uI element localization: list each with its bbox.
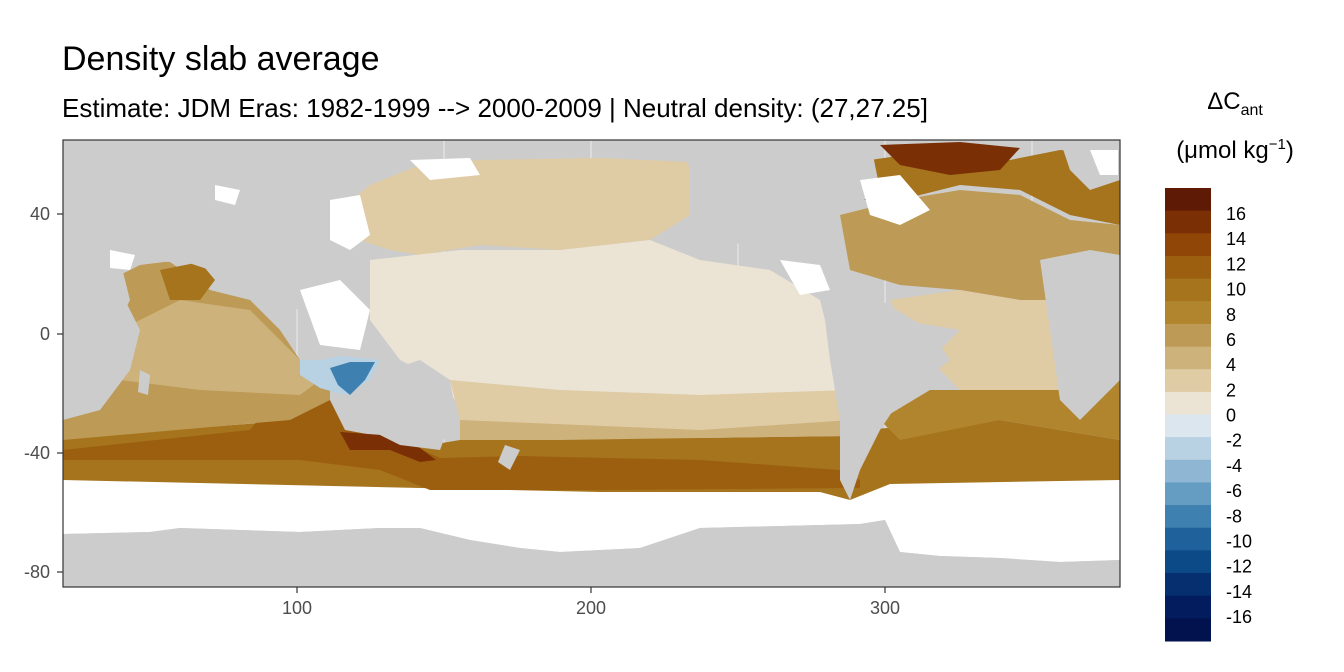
madagascar-land <box>138 370 150 395</box>
legend-label: -10 <box>1226 531 1252 551</box>
south-america-land <box>825 290 950 500</box>
legend-label: 12 <box>1226 254 1246 274</box>
coastal-nodata-patches <box>110 150 1118 350</box>
legend-label: -4 <box>1226 456 1242 476</box>
legend-unit-main: (μmol kg <box>1176 137 1269 164</box>
legend-label: 2 <box>1226 380 1236 400</box>
legend-swatch <box>1165 618 1211 642</box>
legend-swatch <box>1165 482 1211 506</box>
legend-label: 4 <box>1226 355 1236 375</box>
y-tick-label: -80 <box>24 562 50 582</box>
legend-unit-close: ) <box>1285 137 1294 164</box>
x-tick-label: 100 <box>282 598 312 618</box>
new-zealand-land <box>498 445 520 470</box>
legend-label: -12 <box>1226 557 1252 577</box>
southern-ocean-darkest <box>340 432 436 462</box>
y-tick-label: 40 <box>30 204 50 224</box>
asia-land <box>63 140 420 310</box>
legend-swatch <box>1165 210 1211 234</box>
legend-swatch <box>1165 301 1211 325</box>
nodata-patch <box>330 195 370 250</box>
legend-label: 0 <box>1226 406 1236 426</box>
legend-label: -2 <box>1226 431 1242 451</box>
legend-swatch <box>1165 346 1211 370</box>
legend-label: 16 <box>1226 204 1246 224</box>
legend-label: 6 <box>1226 330 1236 350</box>
legend-swatch <box>1165 233 1211 257</box>
nodata-patch <box>860 175 930 225</box>
legend-swatch <box>1165 527 1211 551</box>
pacific-south <box>450 380 850 432</box>
legend-label: 14 <box>1226 229 1246 249</box>
legend-label: -16 <box>1226 607 1252 627</box>
land-masses <box>63 140 1120 587</box>
legend-colorbar <box>1165 188 1211 642</box>
legend-swatch <box>1165 414 1211 438</box>
legend-swatch <box>1165 437 1211 461</box>
legend-title: ΔCant <box>1160 88 1310 120</box>
legend-swatch <box>1165 323 1211 348</box>
arabian-sea <box>160 262 215 300</box>
legend-label: -14 <box>1226 582 1252 602</box>
legend-label: -8 <box>1226 506 1242 526</box>
legend-labels: 16 14 12 10 8 6 4 2 0 -2 -4 -6 -8 -10 -12 -14 -16 <box>1226 204 1252 627</box>
map-title: Density slab average <box>62 40 380 78</box>
indian-ocean-mid <box>120 300 320 395</box>
nodata-patch <box>215 185 240 205</box>
indonesian-negative-core <box>330 362 375 395</box>
legend-swatch <box>1165 369 1211 393</box>
pacific-north <box>340 158 690 255</box>
legend-swatch <box>1165 550 1211 574</box>
nodata-patch <box>110 250 135 270</box>
y-tick-label: 0 <box>40 324 50 344</box>
legend-title-main: ΔC <box>1207 88 1241 115</box>
africa-land <box>1040 250 1120 420</box>
map-subtitle: Estimate: JDM Eras: 1982-1999 --> 2000-2… <box>62 93 928 123</box>
legend-label: 10 <box>1226 280 1246 300</box>
axis-ticks <box>57 213 886 593</box>
legend-swatch <box>1165 505 1211 529</box>
legend-swatch <box>1165 278 1211 302</box>
nodata-patch <box>410 158 480 180</box>
antarctica-land <box>63 520 1120 587</box>
legend-unit: (μmol kg−1) <box>1160 136 1310 165</box>
legend-unit-superscript: −1 <box>1268 136 1286 153</box>
legend-label: -6 <box>1226 481 1242 501</box>
nodata-patch <box>1090 150 1118 175</box>
nodata-patch <box>300 280 370 350</box>
x-tick-label: 300 <box>870 598 900 618</box>
pacific-southmid <box>460 420 850 440</box>
atlantic-north-darkest <box>880 142 1020 175</box>
legend-swatch <box>1165 595 1211 619</box>
x-tick-label: 200 <box>576 598 606 618</box>
legend-swatch <box>1165 188 1211 212</box>
legend-swatch <box>1165 459 1211 483</box>
legend-label: 8 <box>1226 305 1236 325</box>
y-tick-label: -40 <box>24 443 50 463</box>
legend-swatch <box>1165 255 1211 280</box>
southern-ocean-nodata <box>63 480 1120 562</box>
north-america-land <box>680 140 880 270</box>
legend-title-subscript: ant <box>1240 101 1263 119</box>
legend-swatch <box>1165 573 1211 597</box>
map-panel <box>63 140 1120 587</box>
australia-land <box>360 360 455 450</box>
legend-swatch <box>1165 391 1211 415</box>
nodata-patch <box>780 260 830 295</box>
africa-west-land <box>63 290 140 420</box>
